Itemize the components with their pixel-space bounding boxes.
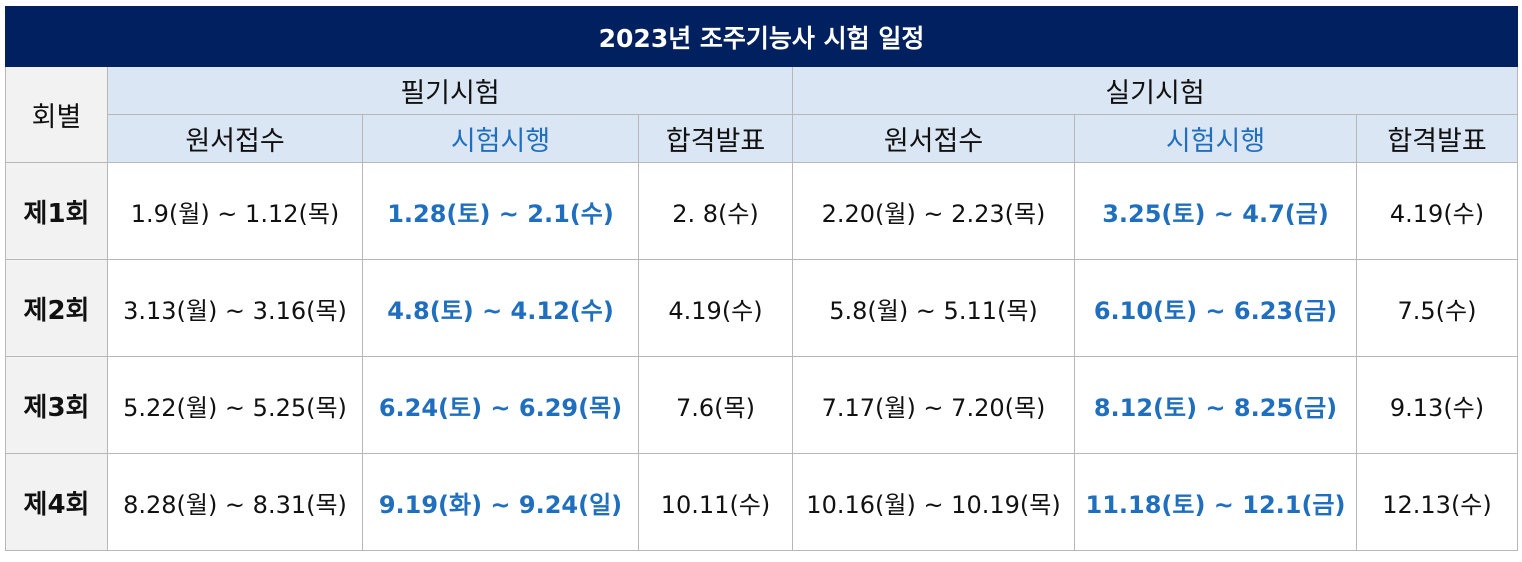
practical-result-header: 합격발표: [1356, 114, 1518, 163]
written-apply-cell: 1.9(월) ~ 1.12(목): [107, 162, 363, 260]
written-result-cell: 10.11(수): [638, 453, 793, 551]
table-title: 2023년 조주기능사 시험 일정: [5, 6, 1518, 67]
round-header: 회별: [5, 66, 108, 163]
round-label: 제3회: [5, 356, 108, 454]
header-row-category: 회별 필기시험 실기시험: [5, 66, 1518, 163]
table-row: 제4회 8.28(월) ~ 8.31(목) 9.19(화) ~ 9.24(일) …: [5, 453, 1518, 551]
written-result-cell: 4.19(수): [638, 259, 793, 357]
practical-exam-cell: 6.10(토) ~ 6.23(금): [1074, 259, 1357, 357]
table-row: 제2회 3.13(월) ~ 3.16(목) 4.8(토) ~ 4.12(수) 4…: [5, 259, 1518, 357]
written-result-cell: 2. 8(수): [638, 162, 793, 260]
practical-result-cell: 12.13(수): [1356, 453, 1518, 551]
written-result-cell: 7.6(목): [638, 356, 793, 454]
table-row: 제1회 1.9(월) ~ 1.12(목) 1.28(토) ~ 2.1(수) 2.…: [5, 162, 1518, 260]
written-exam-header: 필기시험: [107, 66, 793, 115]
written-exam-cell: 4.8(토) ~ 4.12(수): [362, 259, 639, 357]
header-row-columns: 원서접수 시험시행 합격발표 원서접수 시험시행 합격발표: [6, 114, 1518, 163]
practical-result-cell: 9.13(수): [1356, 356, 1518, 454]
round-label: 제4회: [5, 453, 108, 551]
schedule-table-wrapper: 2023년 조주기능사 시험 일정 회별 필기시험 실기시험 원서접수 시험시행…: [5, 6, 1518, 551]
practical-exam-date-header: 시험시행: [1074, 114, 1357, 163]
practical-exam-cell: 11.18(토) ~ 12.1(금): [1074, 453, 1357, 551]
exam-schedule-table: 2023년 조주기능사 시험 일정 회별 필기시험 실기시험 원서접수 시험시행…: [5, 6, 1518, 551]
practical-apply-header: 원서접수: [792, 114, 1075, 163]
title-row: 2023년 조주기능사 시험 일정: [5, 6, 1518, 67]
round-label: 제2회: [5, 259, 108, 357]
written-result-header: 합격발표: [638, 114, 793, 163]
practical-exam-cell: 3.25(토) ~ 4.7(금): [1074, 162, 1357, 260]
written-exam-cell: 9.19(화) ~ 9.24(일): [362, 453, 639, 551]
written-apply-cell: 5.22(월) ~ 5.25(목): [107, 356, 363, 454]
practical-apply-cell: 5.8(월) ~ 5.11(목): [792, 259, 1075, 357]
written-exam-cell: 1.28(토) ~ 2.1(수): [362, 162, 639, 260]
practical-result-cell: 7.5(수): [1356, 259, 1518, 357]
written-apply-cell: 8.28(월) ~ 8.31(목): [107, 453, 363, 551]
written-exam-cell: 6.24(토) ~ 6.29(목): [362, 356, 639, 454]
written-exam-date-header: 시험시행: [362, 114, 639, 163]
written-apply-cell: 3.13(월) ~ 3.16(목): [107, 259, 363, 357]
practical-apply-cell: 10.16(월) ~ 10.19(목): [792, 453, 1075, 551]
practical-exam-cell: 8.12(토) ~ 8.25(금): [1074, 356, 1357, 454]
written-apply-header: 원서접수: [107, 114, 363, 163]
practical-apply-cell: 2.20(월) ~ 2.23(목): [792, 162, 1075, 260]
practical-apply-cell: 7.17(월) ~ 7.20(목): [792, 356, 1075, 454]
round-label: 제1회: [5, 162, 108, 260]
practical-exam-header: 실기시험: [792, 66, 1518, 115]
practical-result-cell: 4.19(수): [1356, 162, 1518, 260]
table-row: 제3회 5.22(월) ~ 5.25(목) 6.24(토) ~ 6.29(목) …: [5, 356, 1518, 454]
